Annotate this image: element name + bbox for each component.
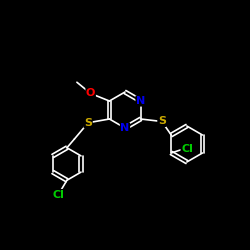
Text: S: S (158, 116, 166, 126)
Text: S: S (84, 118, 92, 128)
Text: O: O (86, 88, 95, 99)
Text: N: N (120, 123, 130, 133)
Text: Cl: Cl (52, 190, 64, 200)
Text: N: N (136, 96, 145, 106)
Text: Cl: Cl (181, 144, 193, 154)
